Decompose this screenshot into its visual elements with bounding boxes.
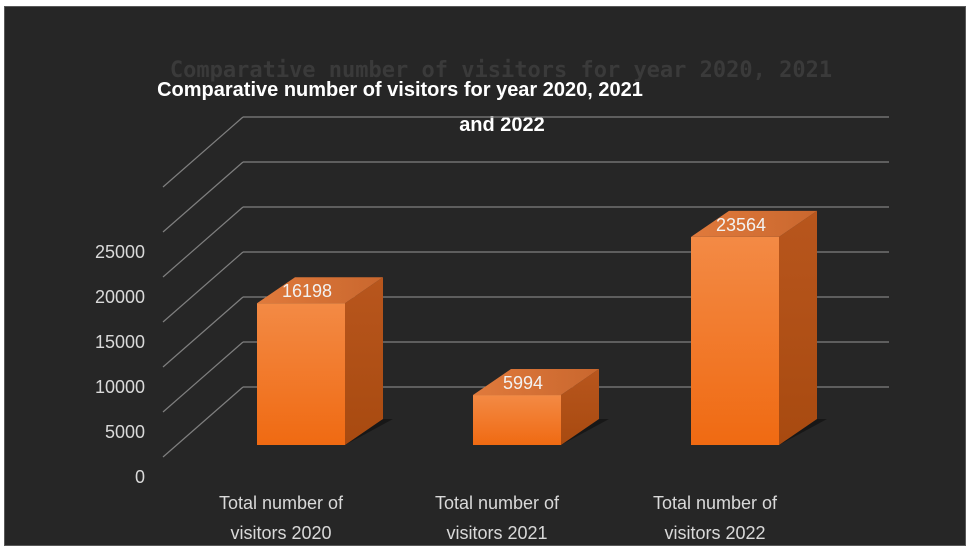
bar-front: [473, 395, 561, 445]
y-tick-label: 20000: [95, 287, 145, 307]
chart-title-line-1: Comparative number of visitors for year …: [157, 79, 643, 101]
y-axis-ticks: 0 5000 10000 15000 20000 25000: [95, 242, 145, 487]
y-tick-label: 0: [135, 467, 145, 487]
x-axis-categories: Total number of visitors 2020 Total number…: [219, 493, 778, 543]
x-category-label: Total number of: [653, 493, 778, 513]
bar-front: [691, 236, 779, 445]
chart-frame: Comparative number of visitors for year …: [4, 6, 966, 546]
y-tick-label: 25000: [95, 242, 145, 262]
gridline-diagonal: [162, 341, 244, 413]
chart-title-line-2: and 2022: [459, 114, 545, 136]
gridline-diagonal: [162, 296, 244, 368]
x-category-label: visitors 2020: [230, 523, 331, 543]
gridline-diagonal: [162, 161, 244, 233]
ghost-title-line-1: Comparative number of visitors for year …: [170, 58, 832, 83]
x-category-label: Total number of: [219, 493, 344, 513]
ghost-title: Comparative number of visitors for year …: [170, 58, 832, 83]
bar-data-label: 16198: [282, 281, 332, 301]
bar-top: [257, 277, 383, 304]
chart-title: Comparative number of visitors for year …: [157, 79, 643, 136]
y-tick-label: 10000: [95, 377, 145, 397]
bar-data-label: 5994: [503, 373, 543, 393]
y-tick-label: 5000: [105, 422, 145, 442]
chart-svg: Comparative number of visitors for year …: [95, 58, 889, 543]
gridline-diagonal: [162, 206, 244, 278]
bar-side: [345, 277, 383, 445]
bar: 16198: [257, 277, 393, 445]
bar-top: [473, 369, 599, 396]
bar-front: [257, 303, 345, 445]
x-category-label: Total number of: [435, 493, 560, 513]
gridline-diagonal: [162, 386, 244, 458]
x-category-label: visitors 2021: [446, 523, 547, 543]
bar: 5994: [473, 369, 609, 445]
bar-side: [561, 369, 599, 445]
bars: 16198 5994 23564: [257, 210, 827, 445]
bar: 23564: [691, 210, 827, 445]
bar-top: [691, 210, 817, 237]
x-category-label: visitors 2022: [664, 523, 765, 543]
gridline-diagonal: [162, 251, 244, 323]
bar-side: [779, 210, 817, 445]
gridline-diagonal: [162, 116, 244, 188]
bar-data-label: 23564: [716, 215, 766, 235]
y-tick-label: 15000: [95, 332, 145, 352]
